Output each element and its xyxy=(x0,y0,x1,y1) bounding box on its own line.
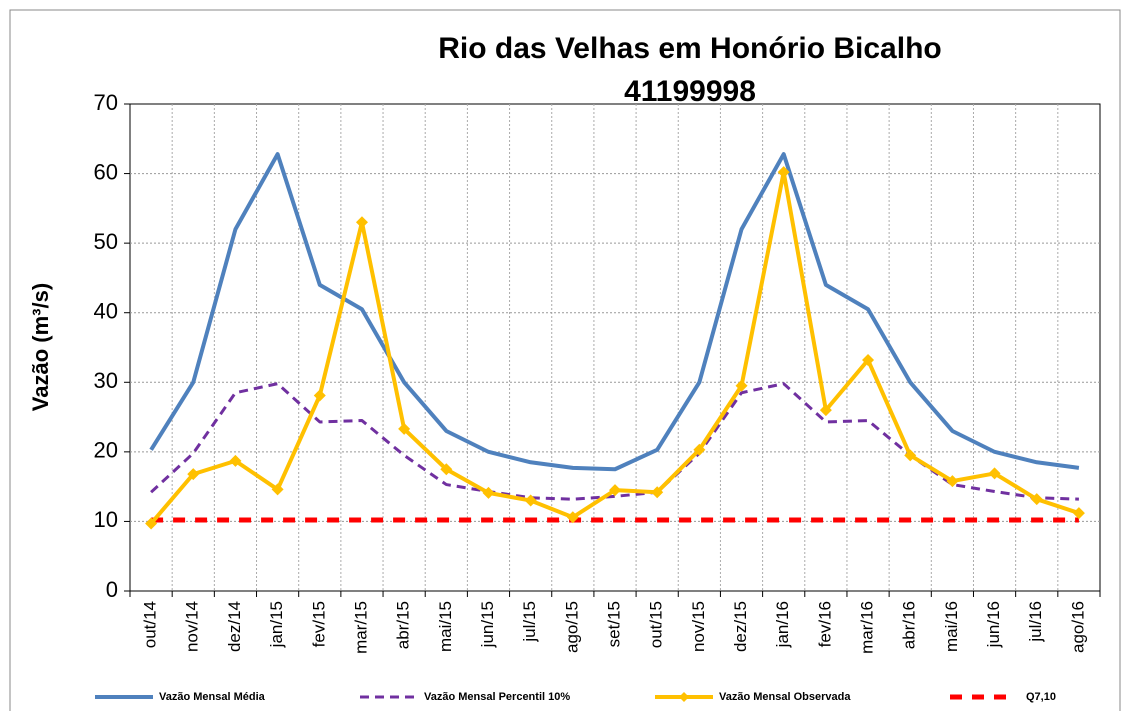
x-tick-label: jul/16 xyxy=(1026,601,1045,643)
y-tick-label: 60 xyxy=(94,159,118,184)
marker xyxy=(313,389,326,402)
x-tick-label: jan/15 xyxy=(267,601,286,648)
marker xyxy=(777,166,790,179)
x-tick-label: out/15 xyxy=(647,601,666,648)
x-tick-label: jun/16 xyxy=(984,601,1003,648)
series-line xyxy=(150,382,1079,501)
chart-title: Rio das Velhas em Honório Bicalho xyxy=(438,32,941,65)
y-tick-label: 40 xyxy=(94,299,118,324)
x-tick-label: jan/16 xyxy=(773,601,792,648)
y-tick-label: 10 xyxy=(94,507,118,532)
x-tick-label: ago/15 xyxy=(562,601,581,653)
y-tick-label: 50 xyxy=(94,229,118,254)
legend-label: Vazão Mensal Média xyxy=(159,691,266,703)
legend-label: Vazão Mensal Observada xyxy=(719,691,851,703)
marker xyxy=(862,354,875,367)
x-tick-label: abr/15 xyxy=(394,601,413,649)
x-tick-label: mar/15 xyxy=(351,601,370,654)
legend-label: Vazão Mensal Percentil 10% xyxy=(424,691,570,703)
marker xyxy=(524,494,537,507)
y-tick-label: 70 xyxy=(94,90,118,115)
x-tick-label: set/15 xyxy=(604,601,623,647)
x-tick-label: nov/14 xyxy=(183,601,202,652)
marker xyxy=(145,517,158,530)
legend-label: Q7,10 xyxy=(1026,691,1056,703)
x-tick-label: ago/16 xyxy=(1068,601,1087,653)
x-tick-label: out/14 xyxy=(141,601,160,648)
x-tick-label: mai/15 xyxy=(436,601,455,652)
marker xyxy=(482,486,495,499)
marker xyxy=(1030,493,1043,506)
marker xyxy=(229,454,242,467)
y-axis-label: Vazão (m³/s) xyxy=(28,283,53,411)
x-tick-label: fev/15 xyxy=(309,601,328,647)
series-line xyxy=(149,152,1080,472)
x-tick-label: abr/16 xyxy=(900,601,919,649)
marker xyxy=(398,422,411,435)
marker xyxy=(271,483,284,496)
x-tick-label: dez/15 xyxy=(731,601,750,652)
chart-frame xyxy=(9,9,1121,716)
y-tick-label: 30 xyxy=(94,368,118,393)
x-tick-label: mar/16 xyxy=(858,601,877,654)
marker xyxy=(566,511,579,524)
marker xyxy=(355,216,368,229)
marker xyxy=(187,468,200,481)
x-tick-label: jul/15 xyxy=(520,601,539,643)
x-tick-label: jun/15 xyxy=(478,601,497,648)
y-tick-label: 0 xyxy=(106,577,118,602)
marker xyxy=(988,467,1001,480)
marker xyxy=(946,475,959,488)
marker xyxy=(1072,507,1085,520)
marker xyxy=(651,486,664,499)
marker xyxy=(440,463,453,476)
x-tick-label: dez/14 xyxy=(225,601,244,652)
x-tick-label: nov/15 xyxy=(689,601,708,652)
x-tick-label: fev/16 xyxy=(815,601,834,647)
marker xyxy=(904,449,917,462)
x-tick-label: mai/16 xyxy=(942,601,961,652)
y-tick-label: 20 xyxy=(94,438,118,463)
chart-subtitle: 41199998 xyxy=(624,75,756,108)
legend-marker xyxy=(679,692,689,702)
marker xyxy=(693,443,706,456)
marker xyxy=(819,404,832,417)
plot-area xyxy=(129,103,1101,592)
marker xyxy=(609,484,621,497)
marker xyxy=(735,379,748,392)
